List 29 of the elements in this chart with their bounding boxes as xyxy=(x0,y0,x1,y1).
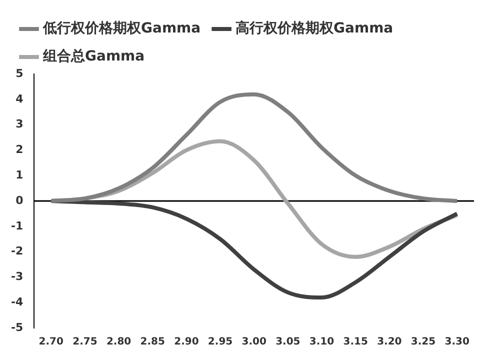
x-tick-label: 2.70 xyxy=(38,336,64,348)
y-tick-label: 1 xyxy=(16,168,24,182)
y-tick-label: -4 xyxy=(10,295,24,308)
x-tick-label: 3.00 xyxy=(242,336,266,348)
x-tick-label: 3.20 xyxy=(377,336,402,348)
y-tick-label: -3 xyxy=(10,270,24,284)
y-tick-label: 4 xyxy=(16,92,24,106)
x-tick-label: 3.05 xyxy=(276,336,300,348)
legend-label: 高行权价格期权Gamma xyxy=(236,20,394,37)
x-tick-label: 2.90 xyxy=(174,336,199,348)
y-tick-label: 2 xyxy=(16,143,24,156)
y-tick-label: -5 xyxy=(10,320,24,334)
x-tick-label: 3.10 xyxy=(309,336,334,348)
x-tick-label: 3.30 xyxy=(444,336,470,348)
y-tick-label: 3 xyxy=(16,118,24,131)
y-tick-label: -1 xyxy=(10,219,24,232)
line-series xyxy=(49,199,460,300)
x-tick-label: 3.25 xyxy=(410,336,436,348)
x-tick-label: 2.95 xyxy=(208,336,233,348)
legend-label: 低行权价格期权Gamma xyxy=(42,20,201,37)
x-tick-label: 2.80 xyxy=(106,336,132,348)
x-tick-label: 2.75 xyxy=(72,336,98,348)
y-tick-label: 5 xyxy=(16,66,24,80)
line-series xyxy=(49,92,460,203)
y-tick-label: -2 xyxy=(10,244,24,258)
x-tick-label: 3.15 xyxy=(343,336,368,348)
legend-label: 组合总Gamma xyxy=(42,48,145,65)
y-tick-label: 0 xyxy=(16,194,24,207)
x-tick-label: 2.85 xyxy=(140,336,165,348)
